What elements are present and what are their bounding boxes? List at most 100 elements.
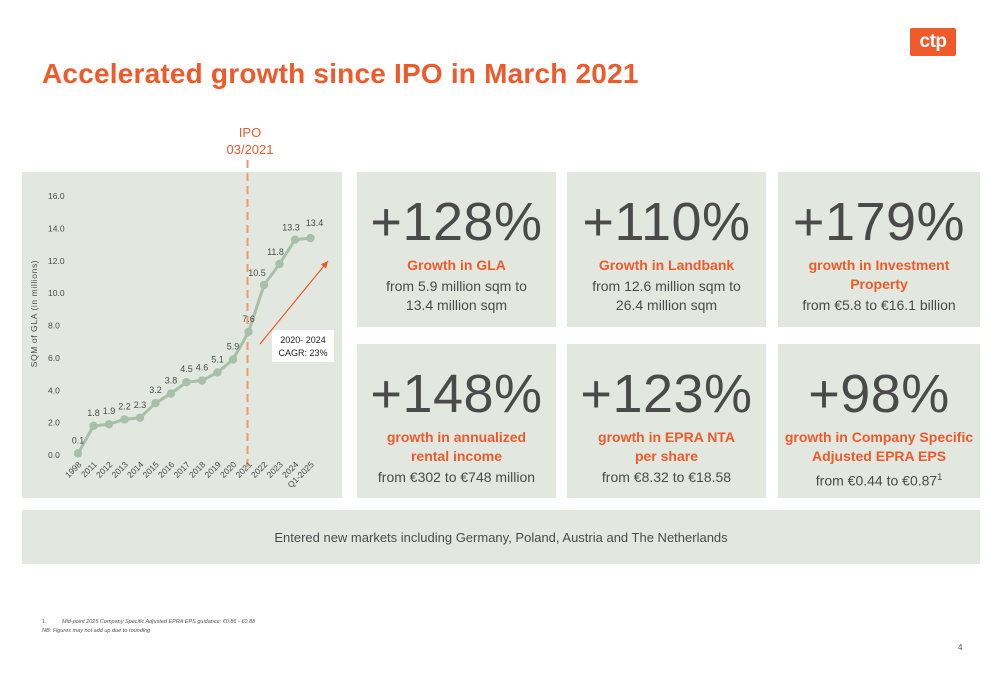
data-point bbox=[259, 280, 269, 290]
y-tick-label: 12.0 bbox=[48, 256, 65, 266]
y-tick-label: 4.0 bbox=[48, 385, 60, 395]
cagr-arrowhead bbox=[320, 261, 328, 269]
cagr-arrow bbox=[259, 260, 329, 345]
kpi-label-line: rental income bbox=[410, 448, 502, 464]
footnote-marker: 1 bbox=[937, 472, 943, 482]
data-label: 11.8 bbox=[267, 247, 284, 257]
series-line bbox=[76, 236, 311, 455]
data-label: 3.2 bbox=[149, 385, 162, 395]
kpi-label-line: Property bbox=[850, 276, 908, 292]
kpi-label: growth in Company Specific Adjusted EPRA… bbox=[785, 428, 973, 466]
new-markets-banner: Entered new markets including Germany, P… bbox=[22, 510, 980, 564]
page-title: Accelerated growth since IPO in March 20… bbox=[42, 58, 639, 89]
data-label: 4.5 bbox=[180, 364, 193, 374]
data-label: 2.2 bbox=[118, 401, 131, 411]
y-axis-ticks: 0.0 2.0 4.0 6.0 8.0 10.0 12.0 14.0 16.0 bbox=[48, 191, 65, 460]
kpi-value: +148% bbox=[370, 364, 543, 424]
kpi-description-line: 26.4 million sqm bbox=[615, 297, 718, 313]
y-tick-label: 8.0 bbox=[48, 321, 60, 331]
data-label: 3.8 bbox=[165, 375, 178, 385]
kpi-description-line: from €302 to €748 million bbox=[377, 469, 536, 485]
y-tick-label: 10.0 bbox=[48, 288, 65, 298]
data-point bbox=[120, 415, 129, 424]
kpi-card-gla: +128% Growth in GLA from 5.9 million sqm… bbox=[357, 172, 556, 327]
kpi-value: +98% bbox=[808, 364, 950, 424]
kpi-card-epra-nta: +123% growth in EPRA NTA per share from … bbox=[567, 344, 766, 498]
kpi-label: Growth in Landbank bbox=[598, 257, 735, 273]
y-tick-label: 14.0 bbox=[48, 223, 65, 233]
kpi-label-line: growth in EPRA NTA bbox=[598, 429, 735, 445]
data-labels: 0.1 1.8 1.9 2.2 2.33.23.84.5 4.65.15.9 7.6 10.5… bbox=[72, 218, 324, 445]
kpi-description-line: from €0.44 to €0.87 bbox=[815, 472, 938, 489]
data-label: 13.3 bbox=[282, 223, 300, 233]
kpi-description-line: from 5.9 million sqm to bbox=[386, 278, 527, 294]
data-point bbox=[73, 449, 83, 458]
data-point bbox=[135, 413, 145, 422]
data-label: 5.9 bbox=[227, 341, 240, 351]
data-label: 0.1 bbox=[72, 435, 85, 445]
data-label: 4.6 bbox=[196, 363, 209, 373]
data-point bbox=[275, 259, 284, 269]
kpi-card-investment-property: +179% growth in Investment Property from… bbox=[778, 172, 980, 327]
data-label: 5.1 bbox=[211, 354, 224, 364]
kpi-description: from 5.9 million sqm to 13.4 million sqm bbox=[386, 277, 527, 315]
data-label: 1.9 bbox=[103, 406, 116, 416]
kpi-label-line: per share bbox=[634, 448, 699, 464]
kpi-card-landbank: +110% Growth in Landbank from 12.6 milli… bbox=[567, 172, 766, 327]
cagr-annotation-line2: CAGR: 23% bbox=[278, 348, 327, 358]
data-point bbox=[306, 233, 315, 243]
gla-growth-chart: SQM of GLA (in millions) 0.0 2.0 4.0 6.0 8.0… bbox=[29, 160, 334, 490]
kpi-label-line: Adjusted EPRA EPS bbox=[811, 448, 947, 464]
kpi-description-line: 13.4 million sqm bbox=[405, 297, 508, 313]
data-markers bbox=[73, 233, 315, 458]
kpi-label: Growth in GLA bbox=[407, 257, 506, 273]
y-tick-label: 16.0 bbox=[48, 191, 65, 201]
footnotes: 1. Mid-point 2025 Company Specific Adjust… bbox=[42, 618, 255, 636]
kpi-label: growth in annualized rental income bbox=[387, 428, 526, 466]
kpi-description-line: from €8.32 to €18.58 bbox=[601, 469, 732, 485]
data-point bbox=[228, 355, 238, 364]
data-label: 10.5 bbox=[248, 268, 266, 278]
kpi-label: growth in EPRA NTA per share bbox=[598, 428, 735, 466]
cagr-annotation-line1: 2020- 2024 bbox=[280, 335, 326, 345]
cagr-annotation-box bbox=[272, 330, 334, 362]
kpi-label: growth in Investment Property bbox=[809, 256, 950, 294]
data-label: 13.4 bbox=[306, 218, 324, 228]
kpi-description: from €0.44 to €0.871 bbox=[816, 468, 942, 491]
y-axis-label: SQM of GLA (in millions) bbox=[29, 260, 39, 367]
data-point bbox=[89, 421, 98, 431]
data-point bbox=[213, 368, 222, 377]
footnote-nb: NB: Figures may not add up due to roundi… bbox=[42, 628, 151, 634]
data-point bbox=[151, 399, 160, 408]
data-point bbox=[182, 377, 191, 387]
kpi-description: from €302 to €748 million bbox=[378, 468, 535, 487]
x-axis-ticks: 1998201120122013201420152016201720182019… bbox=[63, 459, 316, 490]
data-point bbox=[166, 389, 176, 398]
data-point bbox=[197, 376, 207, 385]
kpi-label-line: growth in Investment bbox=[808, 257, 950, 273]
ipo-marker-label: IPO 03/2021 bbox=[210, 124, 290, 158]
data-point bbox=[290, 235, 300, 244]
ipo-label-line2: 03/2021 bbox=[226, 142, 274, 157]
data-label: 7.6 bbox=[242, 314, 255, 324]
kpi-description: from 12.6 million sqm to 26.4 million sq… bbox=[592, 277, 741, 315]
kpi-description: from €8.32 to €18.58 bbox=[602, 468, 731, 487]
kpi-value: +128% bbox=[370, 192, 543, 252]
ipo-label-line1: IPO bbox=[238, 125, 262, 140]
data-label: 2.3 bbox=[134, 400, 147, 410]
kpi-description: from €5.8 to €16.1 billion bbox=[802, 296, 955, 315]
kpi-description-line: from €5.8 to €16.1 billion bbox=[802, 297, 956, 313]
ctp-logo: ctp bbox=[910, 28, 956, 56]
kpi-label-line: growth in Company Specific bbox=[784, 429, 974, 445]
kpi-description-line: from 12.6 million sqm to bbox=[592, 278, 741, 294]
page-number: 4 bbox=[958, 643, 963, 652]
kpi-value: +110% bbox=[582, 192, 751, 252]
kpi-card-epra-eps: +98% growth in Company Specific Adjusted… bbox=[778, 344, 980, 498]
footnote-1: 1. Mid-point 2025 Company Specific Adjust… bbox=[42, 618, 255, 627]
data-point bbox=[244, 327, 253, 337]
footnote-text: Mid-point 2025 Company Specific Adjusted… bbox=[62, 619, 256, 625]
y-tick-label: 6.0 bbox=[48, 353, 60, 363]
kpi-value: +123% bbox=[580, 364, 753, 424]
kpi-value: +179% bbox=[792, 192, 966, 252]
data-label: 1.8 bbox=[87, 408, 100, 418]
